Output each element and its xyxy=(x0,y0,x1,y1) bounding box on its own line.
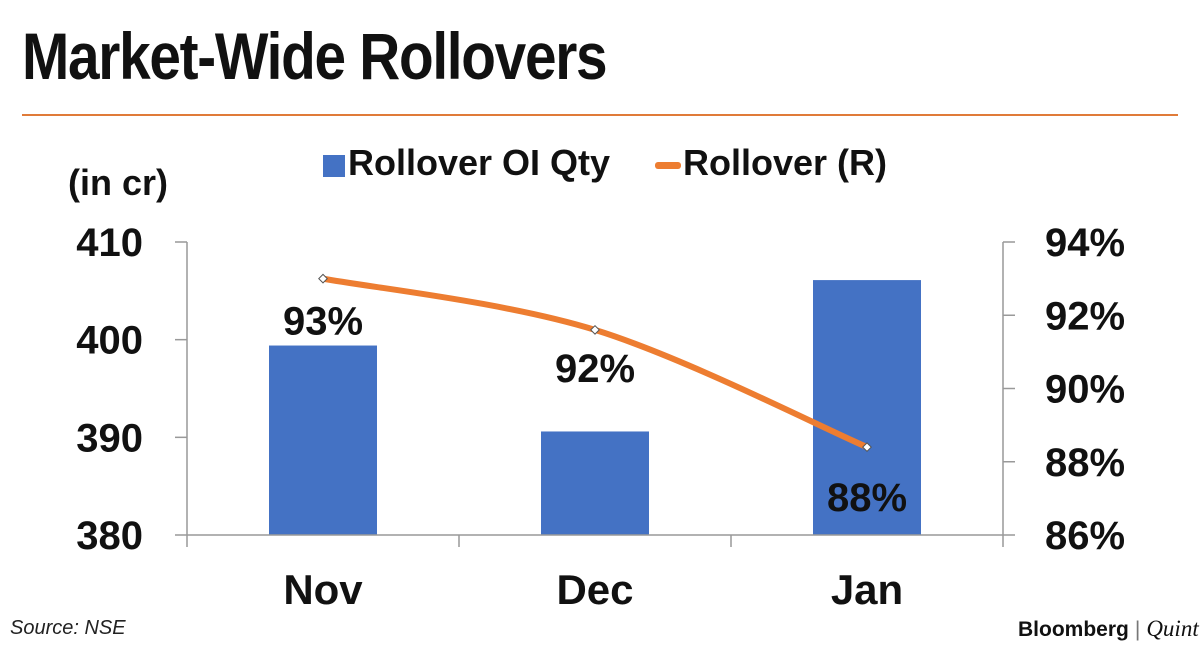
data-label-dec: 92% xyxy=(555,347,635,391)
right-tick-label: 94% xyxy=(1045,221,1125,265)
category-label-nov: Nov xyxy=(283,566,363,613)
brand-logo: Bloomberg | Quint xyxy=(1018,616,1199,642)
bar-jan xyxy=(813,280,921,535)
data-label-nov: 93% xyxy=(283,300,363,344)
category-label-jan: Jan xyxy=(831,566,903,613)
brand-separator: | xyxy=(1134,618,1141,641)
left-tick-label: 390 xyxy=(76,416,143,460)
legend-label-bars: Rollover OI Qty xyxy=(348,142,611,183)
data-label-jan: 88% xyxy=(827,476,907,520)
right-tick-label: 92% xyxy=(1045,294,1125,338)
legend-bar-swatch xyxy=(323,155,345,177)
line-point-dec xyxy=(590,324,600,335)
brand-secondary: Quint xyxy=(1146,616,1199,641)
right-tick-label: 86% xyxy=(1045,514,1125,558)
brand-primary: Bloomberg xyxy=(1018,618,1129,641)
bar-nov xyxy=(269,345,377,535)
left-tick-label: 400 xyxy=(76,319,143,363)
line-point-jan xyxy=(862,442,872,453)
chart-title: Market-Wide Rollovers xyxy=(22,19,608,93)
left-tick-label: 410 xyxy=(76,221,143,265)
right-tick-label: 88% xyxy=(1045,441,1125,485)
legend: Rollover OI Qty Rollover (R) xyxy=(0,140,1200,183)
line-point-nov xyxy=(318,273,328,284)
bar-dec xyxy=(541,431,649,535)
legend-label-line: Rollover (R) xyxy=(683,142,888,183)
title-divider xyxy=(22,114,1178,116)
source-note: Source: NSE xyxy=(10,617,126,639)
left-axis-unit: (in cr) xyxy=(68,162,169,203)
left-tick-label: 380 xyxy=(76,514,143,558)
right-tick-label: 90% xyxy=(1045,368,1125,412)
legend-line-swatch xyxy=(655,162,681,169)
category-label-dec: Dec xyxy=(556,566,633,613)
